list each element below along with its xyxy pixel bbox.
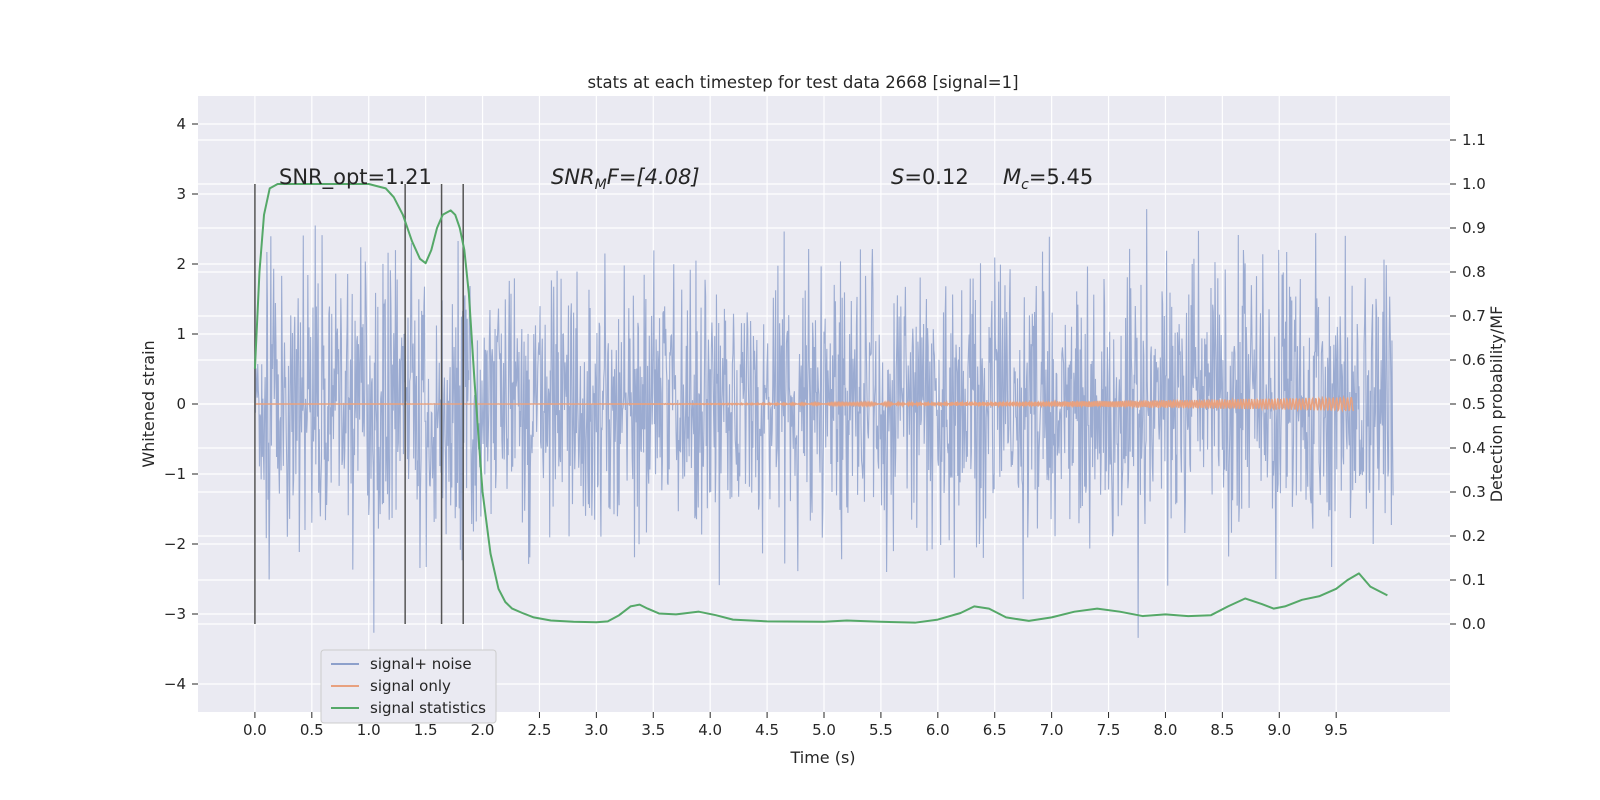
y2-tick-label: 0.2: [1462, 527, 1486, 545]
signal-only-series: [254, 395, 1354, 413]
legend: signal+ noise signal only signal statist…: [320, 649, 497, 724]
signal-noise-line: [254, 209, 1394, 638]
x-tick-label: 0.5: [300, 721, 324, 739]
snr-mf-base: SNR: [551, 165, 595, 189]
vertical-markers: [254, 184, 464, 624]
y2-tick-label: 0.0: [1462, 615, 1486, 633]
y2-tick-label: 0.5: [1462, 395, 1486, 413]
legend-box: [320, 649, 497, 724]
x-tick-label: 3.0: [584, 721, 608, 739]
chart-title: stats at each timestep for test data 266…: [587, 73, 1018, 92]
signal-only-line: [254, 395, 1354, 413]
y2-tick-label: 0.9: [1462, 219, 1486, 237]
x-tick-label: 2.5: [528, 721, 552, 739]
x-tick-label: 6.0: [926, 721, 950, 739]
y-tick-label: 3: [176, 185, 186, 203]
y-tick-label: −2: [164, 535, 186, 553]
y-tick-label: 0: [176, 395, 186, 413]
x-tick-label: 1.0: [357, 721, 381, 739]
y-tick-label: −1: [164, 465, 186, 483]
s-symbol: S: [891, 165, 904, 189]
y2-tick-label: 0.6: [1462, 351, 1486, 369]
legend-label-signal: signal only: [370, 677, 451, 695]
x-axis-label: Time (s): [789, 748, 855, 767]
x-tick-label: 6.5: [983, 721, 1007, 739]
y-axis-ticks: 4 3 2 1 0 −1 −2 −3 −4: [164, 115, 198, 693]
snr-mf-sub: M: [595, 177, 607, 193]
y2-tick-label: 0.1: [1462, 571, 1486, 589]
x-axis-ticks: 0.0 0.5 1.0 1.5 2.0 2.5 3.0 3.5 4.0 4.5 5.0 5.5 6.0 6…: [243, 712, 1348, 739]
x-tick-label: 7.5: [1097, 721, 1121, 739]
y-axis-label: Whitened strain: [139, 340, 158, 467]
snr-mf-tail: F=[4.08]: [607, 165, 700, 189]
x-tick-label: 0.0: [243, 721, 267, 739]
x-tick-label: 9.0: [1267, 721, 1291, 739]
mc-symbol: M: [1003, 165, 1021, 189]
signal-statistics-line: [253, 183, 1388, 624]
mc-value: =5.45: [1029, 165, 1093, 189]
y2-tick-label: 0.4: [1462, 439, 1486, 457]
x-tick-label: 1.5: [414, 721, 438, 739]
y2-tick-label: 1.0: [1462, 175, 1486, 193]
x-tick-label: 8.0: [1154, 721, 1178, 739]
x-tick-label: 2.0: [471, 721, 495, 739]
x-tick-label: 9.5: [1324, 721, 1348, 739]
annotation-snr-opt: SNR_opt=1.21: [279, 165, 432, 190]
y-tick-label: 2: [176, 255, 186, 273]
legend-label-stats: signal statistics: [370, 699, 486, 717]
annotation-mc: Mc=5.45: [1003, 165, 1093, 193]
x-tick-label: 8.5: [1210, 721, 1234, 739]
y2-axis-ticks: 1.1 1.0 0.9 0.8 0.7 0.6 0.5 0.4 0.3 0.2 0.1 0.0: [1450, 131, 1486, 633]
y-tick-label: 4: [176, 115, 186, 133]
mc-sub: c: [1021, 177, 1029, 193]
s-value: =0.12: [904, 165, 968, 189]
x-tick-label: 5.0: [812, 721, 836, 739]
x-tick-label: 3.5: [641, 721, 665, 739]
signal-statistics-series: [253, 183, 1388, 624]
y2-axis-label: Detection probability/MF: [1487, 306, 1506, 503]
y-tick-label: −4: [164, 675, 186, 693]
annotation-s: S=0.12: [891, 165, 969, 189]
legend-label-noise: signal+ noise: [370, 655, 472, 673]
x-tick-label: 4.5: [755, 721, 779, 739]
annotation-snr-mf: SNRMF=[4.08]: [551, 165, 700, 193]
x-tick-label: 7.0: [1040, 721, 1064, 739]
signal-noise-series: [254, 209, 1394, 638]
y2-tick-label: 0.8: [1462, 263, 1486, 281]
y2-tick-label: 0.3: [1462, 483, 1486, 501]
x-tick-label: 5.5: [869, 721, 893, 739]
y2-tick-label: 0.7: [1462, 307, 1486, 325]
y-tick-label: 1: [176, 325, 186, 343]
y2-tick-label: 1.1: [1462, 131, 1486, 149]
y-tick-label: −3: [164, 605, 186, 623]
x-tick-label: 4.0: [698, 721, 722, 739]
